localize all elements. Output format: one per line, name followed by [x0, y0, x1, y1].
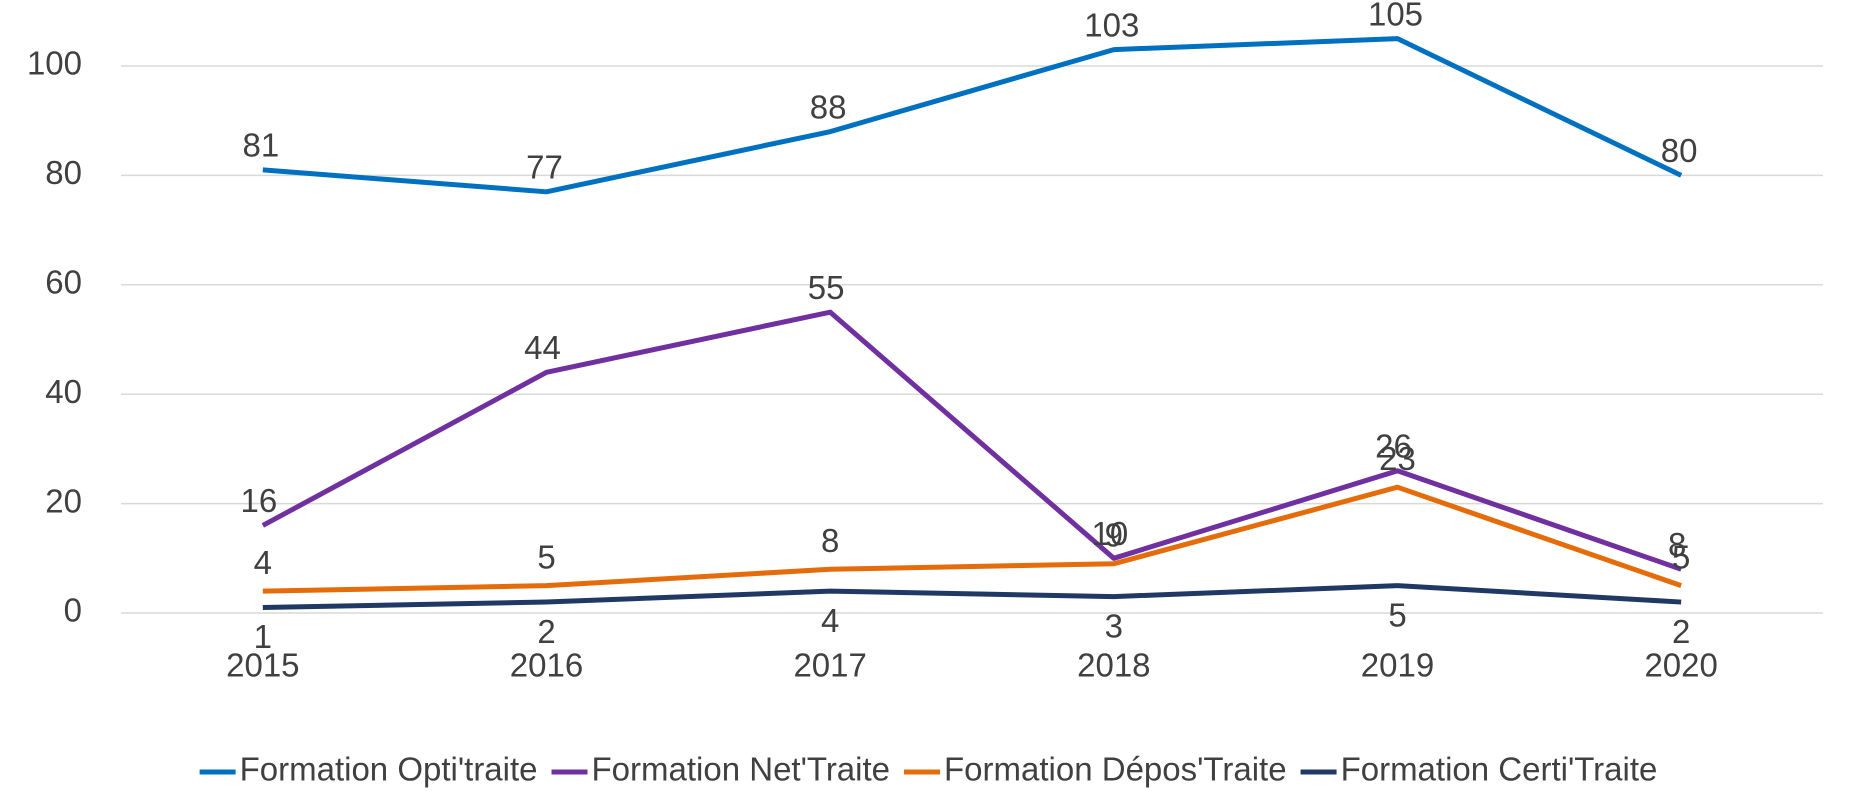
data-label: 44 [524, 329, 561, 366]
legend-label: Formation Dépos'Traite [944, 751, 1287, 788]
series-line [262, 484, 1682, 594]
x-tick-label: 2020 [1644, 647, 1717, 684]
data-label: 4 [254, 544, 272, 581]
data-label: 23 [1379, 440, 1416, 477]
data-label: 5 [537, 538, 555, 575]
data-label: 9 [1105, 516, 1123, 553]
y-tick-label: 100 [27, 45, 82, 82]
data-label: 77 [526, 149, 563, 186]
data-label: 80 [1661, 132, 1698, 169]
data-label: 103 [1084, 6, 1139, 43]
y-tick-label: 40 [45, 373, 82, 410]
legend: Formation Opti'traite Formation Net'Trait… [199, 751, 1658, 788]
x-tick-label: 2017 [793, 647, 866, 684]
data-label: 105 [1368, 0, 1423, 32]
x-tick-label: 2015 [226, 647, 299, 684]
data-label: 3 [1105, 607, 1123, 644]
data-label: 4 [821, 602, 839, 639]
data-label: 2 [1672, 613, 1690, 650]
series-line [261, 309, 1682, 572]
data-label: 16 [240, 482, 277, 519]
data-label: 10 [1091, 515, 1128, 552]
legend-label: Formation Opti'traite [240, 751, 538, 788]
data-label: 5 [1388, 596, 1406, 633]
legend-label: Formation Net'Traite [592, 751, 891, 788]
series-line [262, 36, 1683, 195]
data-label: 8 [821, 522, 839, 559]
data-label: 2 [537, 613, 555, 650]
data-label: 8 [1668, 526, 1686, 563]
data-label: 55 [808, 269, 845, 306]
data-label: 88 [810, 88, 847, 125]
y-tick-label: 20 [45, 482, 82, 519]
y-tick-label: 0 [64, 592, 82, 629]
legend-label: Formation Certi'Traite [1341, 751, 1658, 788]
y-tick-label: 80 [45, 154, 82, 191]
data-label: 26 [1375, 427, 1412, 464]
x-tick-label: 2018 [1077, 647, 1150, 684]
data-label: 1 [254, 618, 272, 655]
x-tick-label: 2019 [1361, 647, 1434, 684]
x-tick-label: 2016 [510, 647, 583, 684]
series-line [262, 583, 1682, 611]
data-label: 5 [1672, 538, 1690, 575]
y-tick-label: 60 [45, 264, 82, 301]
data-label: 81 [242, 127, 279, 164]
